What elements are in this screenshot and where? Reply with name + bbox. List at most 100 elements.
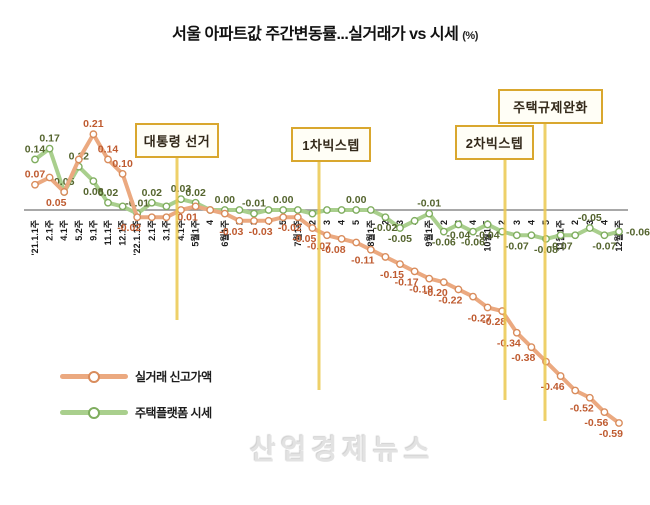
actual-transaction-price-point bbox=[439, 278, 448, 287]
platform-market-price-point bbox=[162, 202, 171, 211]
x-tick-label: 3 bbox=[512, 220, 522, 225]
platform-market-price-point bbox=[585, 224, 594, 232]
actual-transaction-price-point bbox=[31, 180, 39, 189]
x-tick-label: '22.1.1주 bbox=[132, 220, 142, 255]
platform-market-price-label: 0.08 bbox=[83, 186, 104, 198]
actual-transaction-price-point bbox=[220, 209, 229, 218]
actual-transaction-price-label: 0.14 bbox=[98, 143, 119, 155]
platform-market-price-label: -0.05 bbox=[388, 233, 412, 245]
actual-transaction-price-point bbox=[104, 155, 112, 164]
marker-dot-icon bbox=[88, 370, 100, 383]
x-tick-label: 6월1주 bbox=[219, 220, 230, 247]
x-tick-label: 2.1주 bbox=[147, 220, 157, 241]
platform-market-price-label: -0.06 bbox=[461, 237, 485, 249]
actual-transaction-price-point bbox=[425, 274, 434, 283]
x-tick-label: 4.1주 bbox=[59, 220, 69, 241]
actual-transaction-price-point bbox=[118, 169, 127, 178]
platform-market-price-label: -0.01 bbox=[125, 198, 149, 210]
platform-market-price-label: -0.06 bbox=[626, 227, 650, 239]
x-tick-label: 4 bbox=[205, 220, 215, 225]
x-tick-label: 7월1주 bbox=[292, 220, 303, 247]
platform-market-price-label: -0.07 bbox=[592, 240, 616, 252]
x-tick-label: 9월1주 bbox=[423, 220, 434, 247]
marker-dot-icon bbox=[88, 406, 100, 419]
legend-label-market-price: 주택플랫폼 시세 bbox=[135, 405, 212, 420]
platform-market-price-label: -0.05 bbox=[578, 212, 602, 224]
actual-transaction-price-point bbox=[250, 216, 258, 225]
annotation-second-big-step: 2차빅스텝 bbox=[455, 125, 534, 160]
x-tick-label: 2 bbox=[307, 220, 317, 225]
platform-market-price-label: -0.07 bbox=[549, 240, 573, 252]
platform-market-price-point bbox=[527, 231, 536, 240]
platform-market-price-point bbox=[469, 227, 477, 236]
actual-transaction-price-label: -0.38 bbox=[511, 352, 535, 364]
actual-transaction-price-label: 0.10 bbox=[112, 158, 133, 170]
actual-transaction-price-label: -0.05 bbox=[292, 233, 316, 245]
x-tick-label: 4 bbox=[599, 220, 609, 225]
platform-market-price-point bbox=[483, 220, 492, 229]
platform-market-price-point bbox=[104, 198, 112, 207]
x-tick-label: 5 bbox=[351, 220, 361, 225]
actual-transaction-price-point bbox=[293, 213, 302, 222]
actual-transaction-price-label: 0.07 bbox=[25, 169, 46, 181]
x-tick-label: 11.1주 bbox=[103, 220, 113, 245]
platform-market-price-point bbox=[512, 231, 521, 240]
x-tick-label: 3 bbox=[585, 220, 595, 225]
actual-transaction-price-point bbox=[235, 216, 244, 225]
actual-transaction-price-label: -0.28 bbox=[482, 316, 506, 328]
watermark: 산업경제뉴스 bbox=[250, 434, 435, 465]
platform-market-price-label: 0.00 bbox=[273, 194, 294, 206]
x-tick-label: 8월1주 bbox=[365, 220, 376, 247]
platform-market-price-point bbox=[235, 206, 244, 214]
x-tick-label: 4 bbox=[468, 220, 478, 225]
x-tick-label: 4 bbox=[337, 220, 347, 225]
actual-transaction-price-point bbox=[74, 155, 83, 164]
actual-transaction-price-point bbox=[381, 253, 390, 261]
actual-transaction-price-point bbox=[206, 206, 215, 214]
actual-transaction-price-label: -0.17 bbox=[395, 276, 419, 288]
platform-market-price-label: -0.01 bbox=[417, 198, 441, 210]
x-tick-label: 4.1주 bbox=[176, 220, 186, 241]
actual-transaction-price-label: 0.05 bbox=[46, 197, 67, 209]
actual-transaction-price-point bbox=[308, 224, 317, 232]
actual-transaction-price-point bbox=[162, 213, 171, 222]
platform-market-price-point bbox=[600, 231, 609, 240]
platform-market-price-point bbox=[615, 227, 623, 236]
x-tick-label: 10월1주 bbox=[482, 220, 493, 252]
platform-market-price-label: 0.02 bbox=[98, 187, 119, 199]
platform-market-price-label: -0.04 bbox=[446, 229, 470, 241]
actual-transaction-price-point bbox=[60, 188, 69, 196]
platform-market-price-point bbox=[454, 220, 463, 229]
legend: 실거래 신고가액 주택플랫폼 시세 bbox=[60, 368, 212, 440]
actual-transaction-price-label: -0.20 bbox=[424, 287, 448, 299]
actual-transaction-price-label: -0.22 bbox=[438, 294, 462, 306]
actual-transaction-price-label: -0.52 bbox=[570, 403, 594, 415]
actual-transaction-price-point bbox=[323, 231, 331, 240]
platform-market-price-label: -0.06 bbox=[432, 237, 456, 249]
platform-market-price-point bbox=[425, 209, 434, 218]
annotation-first-big-step: 1차빅스텝 bbox=[291, 127, 371, 162]
x-tick-label: 9.1주 bbox=[88, 220, 98, 241]
platform-market-price-point bbox=[279, 206, 288, 214]
x-tick-label: 2 bbox=[497, 220, 507, 225]
actual-transaction-price-point bbox=[571, 386, 580, 395]
platform-market-price-point bbox=[177, 195, 185, 204]
actual-transaction-price-label: -0.19 bbox=[409, 284, 433, 296]
platform-market-price-point bbox=[250, 209, 258, 218]
legend-item-actual-price: 실거래 신고가액 bbox=[60, 368, 212, 384]
platform-market-price-label: 0.14 bbox=[25, 143, 46, 155]
x-tick-label: 2 bbox=[380, 220, 390, 225]
actual-transaction-price-label: 0.01 bbox=[177, 211, 198, 223]
x-tick-label: 3 bbox=[395, 220, 405, 225]
x-tick-label: 3.1주 bbox=[161, 220, 171, 241]
x-tick-label: 2 bbox=[439, 220, 449, 225]
legend-item-market-price: 주택플랫폼 시세 bbox=[60, 404, 212, 420]
x-tick-label: 12월1주 bbox=[613, 220, 624, 252]
actual-transaction-price-point bbox=[483, 303, 492, 312]
actual-transaction-price-point bbox=[512, 328, 521, 337]
actual-transaction-price-point bbox=[89, 130, 98, 139]
x-tick-label: 4 bbox=[526, 220, 536, 225]
actual-transaction-price-point bbox=[264, 216, 273, 225]
x-tick-label: '21.1.1주 bbox=[30, 220, 40, 255]
